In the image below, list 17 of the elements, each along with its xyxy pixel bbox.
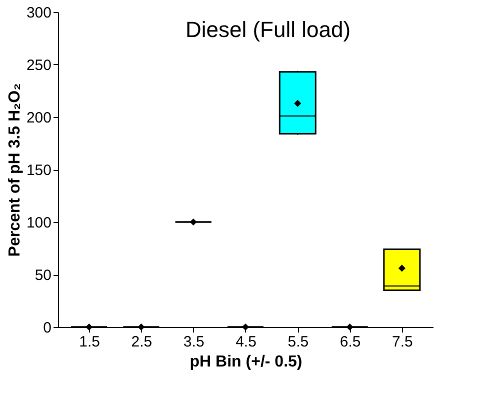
- y-tick-label: 300: [26, 4, 52, 22]
- y-tick-label: 200: [26, 110, 52, 126]
- x-tick-label: 6.5: [340, 334, 361, 350]
- y-tick-label: 100: [26, 214, 52, 232]
- x-tick-label: 4.5: [236, 334, 256, 350]
- x-tick-label: 5.5: [288, 334, 309, 350]
- y-tick-label: 50: [34, 267, 52, 284]
- y-tick-label: 0: [43, 320, 52, 336]
- x-axis-title: pH Bin (+/- 0.5): [190, 354, 302, 370]
- y-tick-label: 250: [26, 57, 52, 74]
- y-tick-label: 150: [26, 162, 52, 179]
- x-tick-label: 7.5: [392, 334, 413, 350]
- y-axis-title: Percent of pH 3.5 H₂O₂: [6, 83, 24, 257]
- x-tick-label: 3.5: [183, 334, 204, 350]
- x-tick-label: 2.5: [131, 334, 152, 350]
- chart-title: Diesel (Full load): [185, 17, 351, 42]
- x-tick-label: 1.5: [79, 334, 100, 350]
